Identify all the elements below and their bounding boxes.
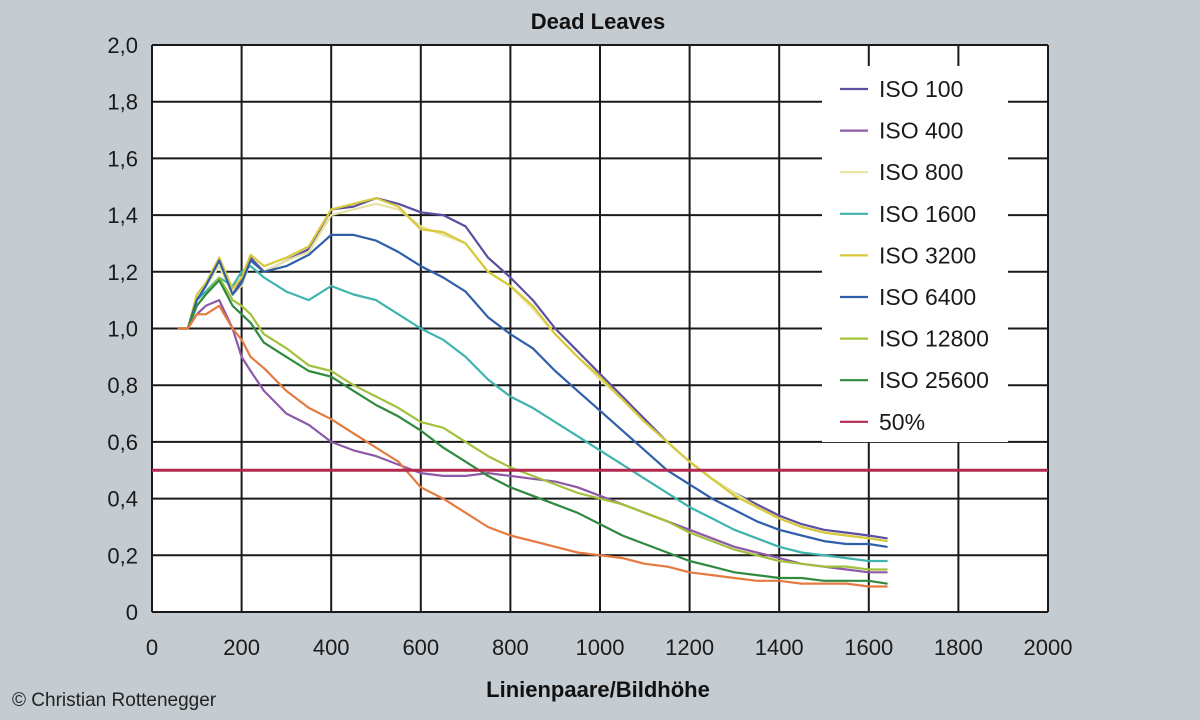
x-tick-label: 2000 [1024,635,1073,660]
y-tick-labels: 0 0,2 0,4 0,6 0,8 1,0 1,2 1,4 1,6 1,8 2,0 [107,33,138,625]
series-line-8 [177,279,888,585]
y-tick-label: 1,2 [107,260,138,285]
legend-label: 50% [879,409,925,435]
legend-item: ISO 1600 [840,201,976,227]
legend-item: ISO 6400 [840,284,976,310]
legend-label: ISO 25600 [879,367,989,393]
legend-item: ISO 25600 [840,367,989,393]
x-tick-labels: 0 200 400 600 800 1000 1200 1400 1600 1800 2000 [146,635,1073,660]
legend-item: ISO 400 [840,118,963,144]
legend-item: ISO 3200 [840,242,976,268]
legend-label: ISO 400 [879,118,963,144]
x-tick-label: 600 [402,635,439,660]
series-line-6 [177,233,888,548]
x-tick-label: 200 [223,635,260,660]
legend-label: ISO 6400 [879,284,976,310]
series-line-9 [177,304,888,588]
legend-label: ISO 3200 [879,242,976,268]
x-tick-label: 400 [313,635,350,660]
photo-credit: © Christian Rottenegger [12,690,217,711]
y-tick-label: 1,0 [107,317,138,342]
series-lines [177,197,888,588]
legend-label: ISO 12800 [879,326,989,352]
y-tick-label: 1,6 [107,146,138,171]
legend-label: ISO 800 [879,159,963,185]
legend-label: ISO 100 [879,76,963,102]
x-tick-label: 1400 [755,635,804,660]
x-tick-label: 1600 [844,635,893,660]
x-tick-label: 0 [146,635,158,660]
series-line-7 [177,276,888,571]
y-tick-label: 0,4 [107,487,138,512]
y-tick-label: 0,8 [107,373,138,398]
series-line-2 [177,299,888,574]
y-tick-label: 2,0 [107,33,138,58]
legend-item: 50% [840,409,925,435]
x-tick-label: 1200 [665,635,714,660]
legend-item: ISO 800 [840,159,963,185]
x-tick-label: 1000 [576,635,625,660]
legend-item: ISO 100 [840,76,963,102]
y-tick-label: 1,8 [107,90,138,115]
x-tick-label: 1800 [934,635,983,660]
x-axis-label: Linienpaare/Bildhöhe [486,677,710,702]
y-tick-label: 0,2 [107,543,138,568]
y-tick-label: 0,6 [107,430,138,455]
series-line-5 [177,197,888,543]
series-line-4 [177,265,888,563]
legend: ISO 100 ISO 400 ISO 800 ISO 1600 ISO 3200 ISO… [840,76,989,435]
legend-label: ISO 1600 [879,201,976,227]
y-tick-label: 0 [126,600,138,625]
legend-item: ISO 12800 [840,326,989,352]
x-tick-label: 800 [492,635,529,660]
y-tick-label: 1,4 [107,203,138,228]
chart-title: Dead Leaves [531,9,666,34]
